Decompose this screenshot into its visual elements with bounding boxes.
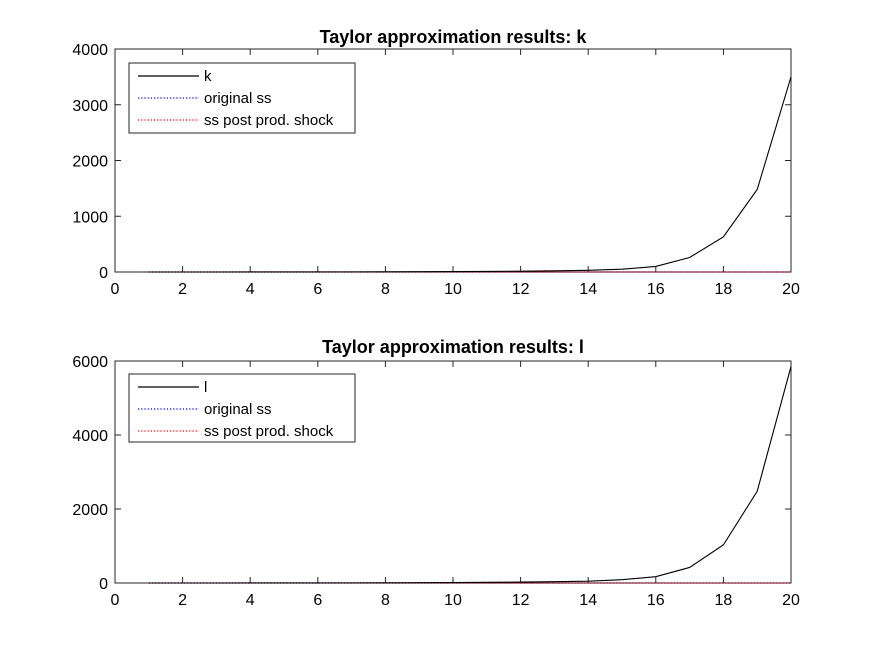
- y-tick-label: 2000: [72, 154, 108, 171]
- x-ticks-k: 0 2 4 6 8 10 12 14 16 18 20: [111, 49, 800, 298]
- subplot-l: Taylor approximation results: l 0 2 4 6 8 10 1…: [72, 337, 800, 609]
- x-tick-label: 8: [381, 592, 390, 609]
- x-tick-label: 2: [178, 281, 187, 298]
- legend-label: l: [204, 379, 207, 396]
- x-tick-label: 20: [782, 592, 800, 609]
- chart-title-k: Taylor approximation results: k: [320, 27, 588, 47]
- legend-l: l original ss ss post prod. shock: [128, 373, 356, 443]
- series-line-l: [148, 366, 792, 584]
- y-tick-label: 0: [99, 265, 108, 282]
- legend-label: original ss: [204, 401, 272, 418]
- x-tick-label: 16: [647, 592, 665, 609]
- legend-k: k original ss ss post prod. shock: [128, 62, 356, 134]
- legend-label: original ss: [204, 90, 272, 107]
- x-tick-label: 4: [246, 592, 255, 609]
- x-tick-label: 0: [111, 281, 120, 298]
- y-tick-label: 6000: [72, 354, 108, 371]
- y-tick-label: 2000: [72, 502, 108, 519]
- legend-label: ss post prod. shock: [204, 112, 334, 129]
- y-tick-label: 4000: [72, 428, 108, 445]
- y-ticks-l: 0 2000 4000 6000: [72, 354, 791, 593]
- x-tick-label: 6: [313, 592, 322, 609]
- x-tick-label: 0: [111, 592, 120, 609]
- x-tick-label: 14: [579, 281, 597, 298]
- subplot-k: Taylor approximation results: k 0 2 4 6 8 10 1…: [72, 27, 800, 298]
- x-tick-label: 10: [444, 281, 462, 298]
- x-tick-label: 8: [381, 281, 390, 298]
- x-tick-label: 6: [313, 281, 322, 298]
- x-tick-label: 10: [444, 592, 462, 609]
- x-tick-label: 20: [782, 281, 800, 298]
- x-tick-label: 14: [579, 592, 597, 609]
- x-tick-label: 12: [512, 281, 530, 298]
- x-tick-label: 12: [512, 592, 530, 609]
- y-tick-label: 1000: [72, 209, 108, 226]
- legend-box: [128, 62, 356, 134]
- legend-label: ss post prod. shock: [204, 423, 334, 440]
- chart-title-l: Taylor approximation results: l: [322, 337, 584, 357]
- y-tick-label: 4000: [72, 42, 108, 59]
- y-tick-label: 3000: [72, 98, 108, 115]
- series-l: [148, 366, 792, 584]
- legend-box: [128, 373, 356, 443]
- series-line-k: [148, 76, 792, 273]
- x-tick-label: 18: [715, 592, 733, 609]
- x-ticks-l: 0 2 4 6 8 10 12 14 16 18 20: [111, 361, 800, 609]
- legend-label: k: [204, 68, 212, 85]
- y-ticks-k: 0 1000 2000 3000 4000: [72, 42, 791, 282]
- y-tick-label: 0: [99, 576, 108, 593]
- x-tick-label: 4: [246, 281, 255, 298]
- series-k: [148, 76, 792, 273]
- x-tick-label: 16: [647, 281, 665, 298]
- x-tick-label: 2: [178, 592, 187, 609]
- x-tick-label: 18: [715, 281, 733, 298]
